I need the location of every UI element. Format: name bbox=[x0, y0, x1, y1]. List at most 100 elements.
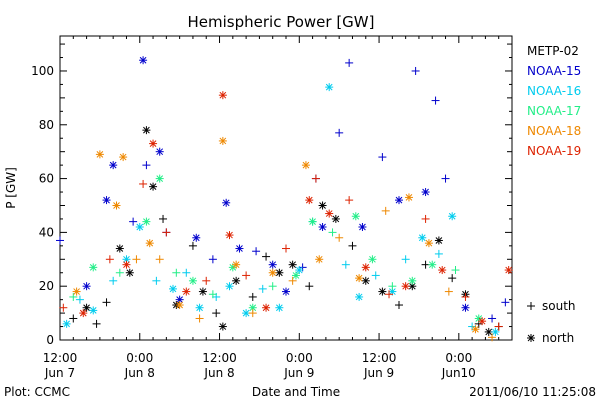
north-point bbox=[355, 292, 364, 301]
south-point bbox=[109, 276, 118, 285]
x-tick-time: 0:00 bbox=[445, 351, 472, 365]
south-point bbox=[139, 179, 148, 188]
x-tick-time: 12:00 bbox=[362, 351, 397, 365]
south-point bbox=[378, 153, 387, 162]
north-point bbox=[401, 282, 410, 291]
south-point bbox=[411, 66, 420, 75]
north-point bbox=[418, 233, 427, 242]
south-point bbox=[341, 260, 350, 269]
south-point bbox=[441, 174, 450, 183]
marker-legend-label: north bbox=[542, 331, 574, 345]
series-noaa-17 bbox=[69, 174, 483, 323]
north-point bbox=[145, 239, 154, 248]
south-point bbox=[488, 314, 497, 323]
north-point bbox=[142, 217, 151, 226]
north-point bbox=[491, 327, 500, 336]
x-axis-label: Date and Time bbox=[252, 385, 340, 399]
north-point bbox=[195, 303, 204, 312]
legend-entry: NOAA-18 bbox=[527, 124, 581, 138]
x-tick-date: Jun 8 bbox=[203, 366, 234, 380]
north-point bbox=[301, 161, 310, 170]
series-metp-02 bbox=[69, 126, 503, 336]
north-point bbox=[218, 322, 227, 331]
y-axis: 0 20 40 60 80 100 bbox=[31, 43, 512, 347]
north-point bbox=[305, 196, 314, 205]
south-point bbox=[448, 274, 457, 283]
north-point bbox=[438, 266, 447, 275]
south-point bbox=[494, 322, 503, 331]
north-point bbox=[504, 266, 513, 275]
north-point bbox=[318, 223, 327, 232]
south-point bbox=[142, 161, 151, 170]
x-tick-date: Jun10 bbox=[441, 366, 476, 380]
south-point bbox=[162, 228, 171, 237]
legend: METP-02 NOAA-15 NOAA-16 NOAA-17 NOAA-18 NOAA-… bbox=[527, 44, 581, 158]
y-tick-label: 40 bbox=[39, 225, 54, 239]
south-point bbox=[345, 196, 354, 205]
north-point bbox=[395, 196, 403, 205]
north-point bbox=[268, 260, 277, 269]
north-point bbox=[378, 287, 387, 296]
north-point bbox=[424, 239, 433, 248]
north-point bbox=[72, 287, 81, 296]
plot-credit: Plot: CCMC bbox=[4, 385, 70, 399]
south-point bbox=[401, 255, 410, 264]
series-noaa-18 bbox=[72, 136, 497, 342]
x-tick-time: 0:00 bbox=[126, 351, 153, 365]
south-point bbox=[431, 96, 440, 105]
marker-legend: south north bbox=[527, 299, 576, 345]
north-point bbox=[169, 284, 177, 293]
north-point bbox=[62, 319, 71, 328]
south-point bbox=[262, 252, 271, 261]
series-noaa-15 bbox=[56, 56, 510, 323]
y-tick-label: 80 bbox=[39, 118, 54, 132]
south-point bbox=[92, 319, 101, 328]
north-point bbox=[315, 255, 324, 264]
north-point bbox=[188, 276, 197, 285]
south-point bbox=[195, 314, 204, 323]
south-point bbox=[242, 271, 251, 280]
x-tick-date: Jun 8 bbox=[124, 366, 155, 380]
x-tick-date: Jun 7 bbox=[44, 366, 75, 380]
north-point bbox=[218, 136, 227, 145]
north-point bbox=[112, 201, 121, 210]
north-point bbox=[351, 212, 360, 221]
south-point bbox=[328, 228, 337, 237]
south-point bbox=[282, 244, 290, 253]
north-point bbox=[135, 223, 144, 232]
south-point bbox=[348, 241, 357, 250]
south-point bbox=[105, 255, 114, 264]
north-point bbox=[115, 244, 124, 253]
north-point bbox=[142, 126, 151, 135]
south-point bbox=[56, 236, 64, 245]
north-marker-icon bbox=[527, 334, 535, 342]
north-point bbox=[82, 303, 91, 312]
north-point bbox=[331, 214, 340, 223]
north-point bbox=[232, 260, 241, 269]
north-point bbox=[182, 287, 191, 296]
south-point bbox=[305, 282, 314, 291]
x-tick-date: Jun 9 bbox=[363, 366, 394, 380]
x-tick-time: 12:00 bbox=[202, 351, 237, 365]
north-point bbox=[318, 201, 327, 210]
y-tick-label: 20 bbox=[39, 279, 54, 293]
north-point bbox=[235, 244, 244, 253]
x-tick-time: 0:00 bbox=[286, 351, 313, 365]
south-point bbox=[268, 282, 277, 291]
legend-entry: NOAA-19 bbox=[527, 144, 581, 158]
south-point bbox=[59, 303, 68, 312]
south-point bbox=[395, 301, 403, 310]
north-point bbox=[218, 91, 227, 100]
south-point bbox=[335, 128, 344, 137]
south-point bbox=[208, 290, 217, 299]
north-point bbox=[198, 287, 207, 296]
south-marker-icon bbox=[527, 302, 535, 310]
north-point bbox=[355, 274, 364, 283]
south-point bbox=[208, 255, 217, 264]
x-tick-time: 12:00 bbox=[43, 351, 78, 365]
north-point bbox=[175, 301, 184, 310]
north-point bbox=[471, 325, 480, 334]
north-point bbox=[149, 139, 158, 148]
south-point bbox=[202, 276, 211, 285]
